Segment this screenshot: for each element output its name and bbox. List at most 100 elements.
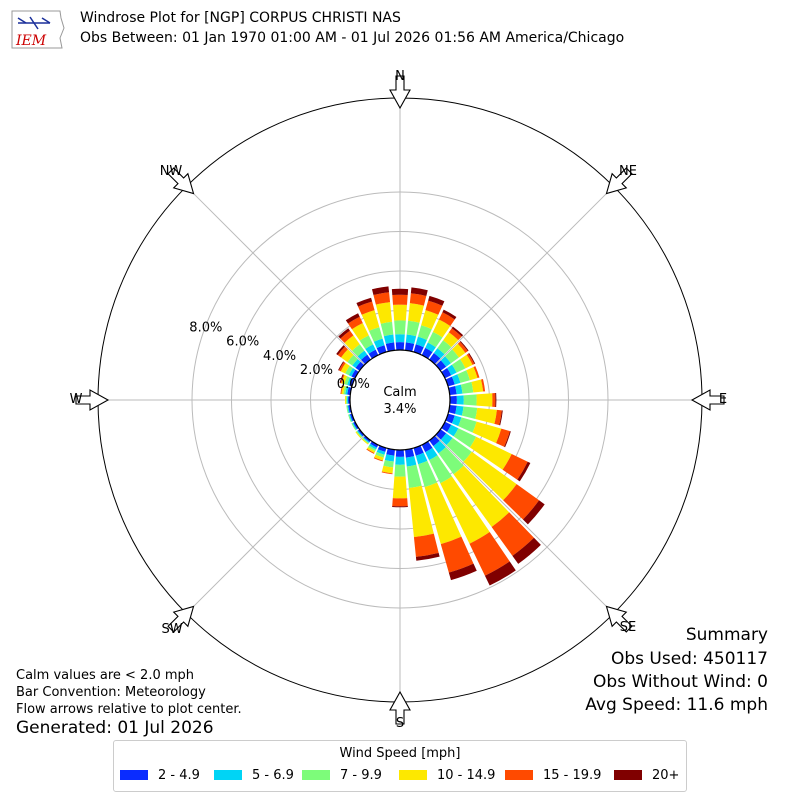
windrose-bar [336,345,346,356]
windrose-bar [392,476,408,499]
windrose-bar [522,500,545,525]
windrose-bar [499,410,503,426]
legend-label: 5 - 6.9 [252,768,294,783]
windrose-bar [466,366,478,381]
windrose-bar [413,344,424,355]
windrose-bar [383,459,394,468]
flow-arrow-shape [75,389,110,411]
windrose-bar [345,395,347,405]
windrose-bar [445,349,459,364]
windrose-bar [432,319,451,338]
windrose-bar [429,455,452,484]
calm-note: Calm values are < 2.0 mph [16,668,195,683]
legend-label: 20+ [652,768,680,783]
legend-label: 10 - 14.9 [437,768,496,783]
windrose-bar [410,287,428,297]
windrose-bar [451,359,466,373]
windrose-bar [348,414,352,423]
windrose-bar [380,321,394,337]
flow-arrow-shape [690,389,725,411]
windrose-bar [392,294,408,305]
windrose-bar [455,405,464,416]
windrose-bar [408,303,424,323]
windrose-bar [425,300,443,315]
windrose-bar [443,332,459,348]
radial-tick-label: 8.0% [189,320,222,335]
windrose-bar [393,304,407,321]
windrose-bar [438,447,464,475]
windrose-bar [373,338,385,349]
windrose-bar [502,453,528,480]
windrose-bar [466,353,475,365]
windrose-bar [357,429,365,437]
windrose-bar [456,395,464,405]
radial-tick-label: 4.0% [263,349,296,364]
calm-label: Calm [383,385,416,400]
windrose-bar [345,386,349,395]
windrose-bar [417,325,432,340]
windrose-bar [343,386,347,395]
windrose-bar [363,437,370,443]
legend-swatch [614,770,642,780]
windrose-bar [368,349,379,359]
windrose-bar [345,313,360,324]
windrose-bar [352,422,358,430]
windrose-bar [413,533,439,557]
flow-arrows [75,75,725,725]
summary-avg-speed: Avg Speed: 11.6 mph [585,695,768,715]
windrose-bar [491,512,534,556]
windrose-bar [376,449,386,455]
windrose-bar [473,366,480,379]
windrose-bar [348,368,356,377]
windrose-bar [394,464,406,477]
windrose-bar [461,406,478,420]
windrose-bar [337,346,348,358]
windrose-bar [361,438,369,445]
windrose-bar [427,331,443,348]
windrose-bar [463,451,517,501]
windrose-bar [371,286,390,296]
windrose-bar [492,393,496,407]
flow-arrows-note: Flow arrows relative to plot center. [16,702,242,717]
legend-label: 2 - 4.9 [158,768,200,783]
windrose-bar [394,320,406,335]
windrose-bar [446,437,472,462]
summary-obs-without-wind: Obs Without Wind: 0 [593,672,768,692]
windrose-bar [448,563,477,581]
windrose-bar [413,445,424,456]
windrose-bar [476,393,493,407]
windrose-bar [361,354,371,365]
windrose-bar [395,342,405,351]
flow-arrow-shape [167,605,195,633]
windrose-bar [457,341,468,353]
windrose-bar [415,452,428,465]
windrose-bar [458,417,477,433]
windrose-bar [339,374,344,384]
direction-label: E [719,392,727,407]
windrose-bar [385,342,395,352]
windrose-bar [357,430,363,437]
windrose-bar [352,358,361,368]
windrose-bar [409,293,427,306]
grid-spoke [186,435,365,614]
flow-arrow-icon [605,605,633,633]
windrose-bar [366,448,375,454]
windrose-bar [469,436,512,470]
windrose-bar [472,421,502,444]
flow-arrow-shape [605,167,633,195]
windrose-bar [357,350,368,360]
windrose-bar [353,421,359,430]
direction-label: NE [619,164,637,179]
legend-swatch [214,770,242,780]
windrose-bar [433,440,446,454]
legend-swatch [399,770,427,780]
logo-text: IEM [15,33,47,49]
iem-logo: IEM [11,10,65,49]
plot-title: Windrose Plot for [NGP] CORPUS CHRISTI N… [80,10,401,26]
windrose-bar [392,498,408,507]
windrose-bar [421,310,439,330]
windrose-bar [460,354,473,369]
windrose-bar [338,361,344,371]
windrose-bar [351,423,357,431]
